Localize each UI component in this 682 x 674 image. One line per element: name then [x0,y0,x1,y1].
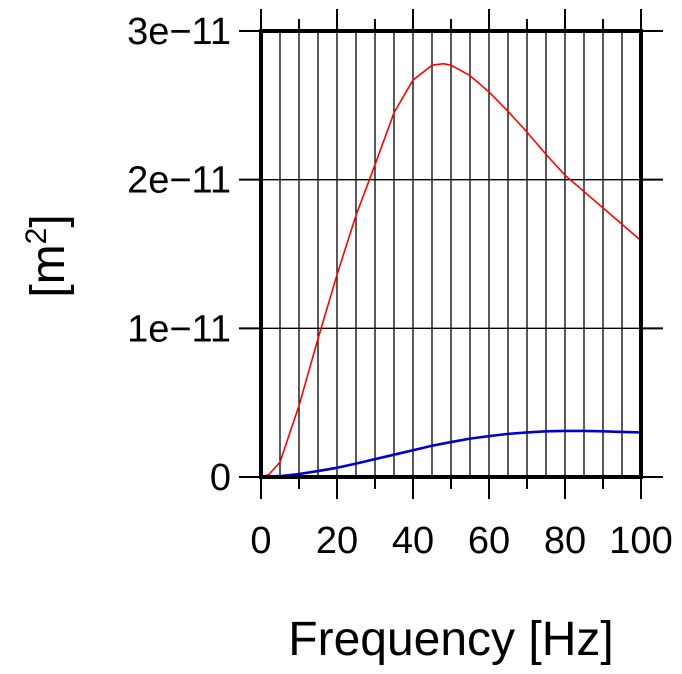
plot-lines [260,62,642,479]
x-tick-label: 20 [316,520,358,562]
y-tick-label: 1e−11 [127,308,231,350]
x-tick-label: 0 [250,520,271,562]
y-axis-title: [m2] [20,214,75,297]
y-axis-title-suffix: ] [22,214,75,227]
x-tick-label: 80 [544,520,586,562]
y-tick-label: 3e−11 [127,11,231,53]
y-axis-title-prefix: [m [22,244,75,297]
axis-ticks [239,9,663,499]
y-axis-title-superscript: 2 [20,228,53,245]
x-tick-label: 100 [609,520,672,562]
y-tick-label: 2e−11 [127,160,231,202]
series-line-blue [260,429,642,479]
x-axis-title: Frequency [Hz] [288,613,613,666]
grid [261,31,641,477]
tick-labels: 0 20 40 60 80 100 0 1e−11 2e−11 3e−11 [127,11,673,562]
series-line-red [260,62,642,478]
y-tick-label: 0 [210,457,231,499]
x-tick-label: 60 [468,520,510,562]
x-tick-label: 40 [392,520,434,562]
